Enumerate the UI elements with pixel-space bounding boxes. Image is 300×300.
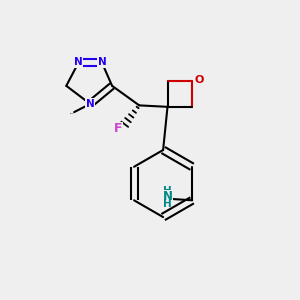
Text: O: O xyxy=(195,75,204,85)
Text: N: N xyxy=(74,58,83,68)
Text: H: H xyxy=(163,199,172,209)
Text: N: N xyxy=(162,190,172,203)
Text: F: F xyxy=(114,122,122,135)
Text: N: N xyxy=(98,58,106,68)
Text: N: N xyxy=(86,99,94,109)
Text: methyl: methyl xyxy=(70,113,75,114)
Text: H: H xyxy=(163,186,172,196)
